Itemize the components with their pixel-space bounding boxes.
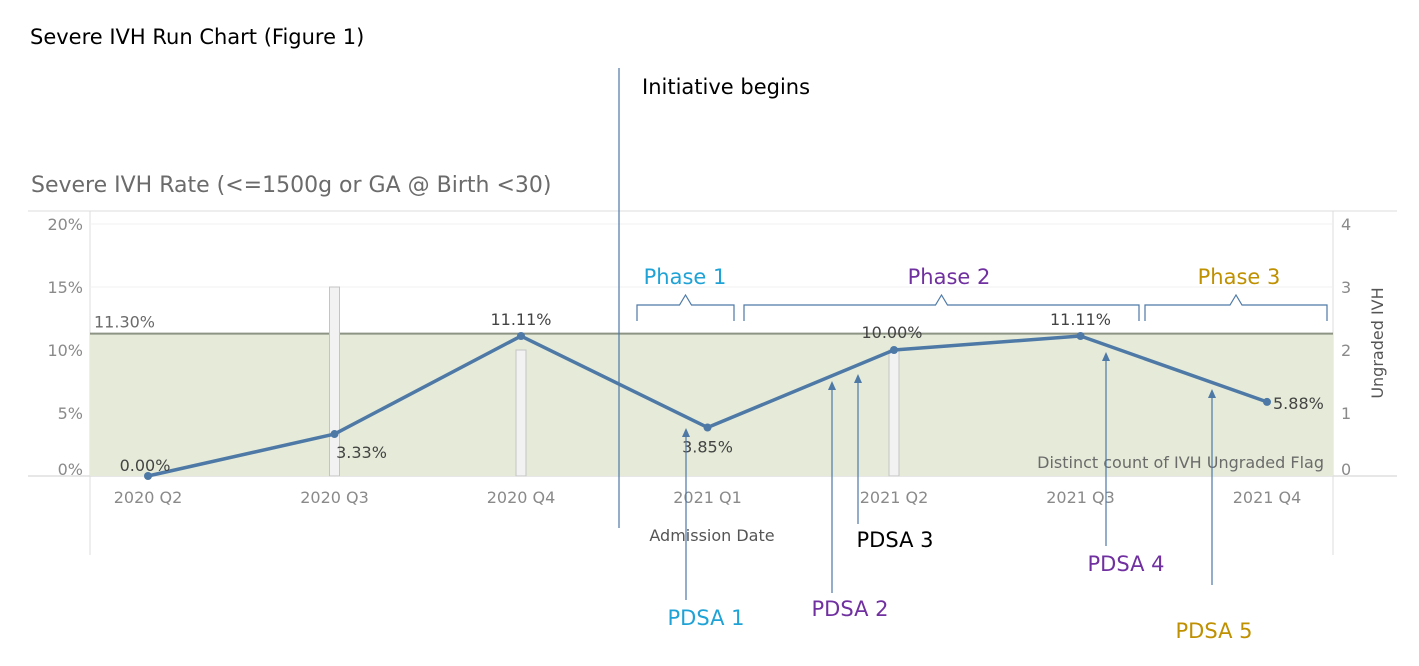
data-label: 11.11% [490,310,551,329]
x-tick-label: 2020 Q4 [487,488,556,507]
ungraded-bar [329,286,340,477]
reference-band [90,333,1333,476]
data-label: 10.00% [861,323,922,342]
phase-brace [636,293,735,321]
pdsa-arrowhead [1102,352,1110,361]
y2-tick-label: 2 [1341,341,1351,360]
pdsa-label: PDSA 1 [668,606,745,630]
data-point [330,430,339,439]
chart-title: Severe IVH Rate (<=1500g or GA @ Birth <… [31,173,551,198]
x-tick-label: 2021 Q3 [1046,488,1115,507]
data-point [890,346,898,354]
x-tick-label: 2021 Q4 [1233,488,1302,507]
phase-brace [743,293,1140,321]
data-label: 5.88% [1273,394,1324,413]
x-tick-label: 2021 Q1 [673,488,742,507]
secondary-measure-label: Distinct count of IVH Ungraded Flag [1037,453,1324,472]
data-label: 3.85% [682,437,733,456]
x-tick-label: 2020 Q3 [300,488,369,507]
pdsa-label: PDSA 3 [857,528,934,552]
x-tick-label: 2020 Q2 [114,488,183,507]
y2-tick-label: 3 [1341,278,1351,297]
pdsa-label: PDSA 4 [1088,552,1165,576]
data-point [1076,332,1085,341]
ungraded-bar [888,349,900,477]
pdsa-arrowhead [828,381,836,390]
phase-label: Phase 3 [1198,265,1281,289]
y2-tick-label: 4 [1341,215,1351,234]
y-tick-label: 15% [47,278,83,297]
y-tick-label: 20% [47,215,83,234]
phase-label: Phase 1 [644,265,727,289]
pdsa-label: PDSA 2 [812,597,889,621]
y2-tick-label: 1 [1341,404,1351,423]
data-point [703,423,712,432]
pdsa-arrowhead [1208,389,1216,398]
plot-area: 11.30% Distinct count of IVH Ungraded Fla… [28,210,1397,555]
figure-title: Severe IVH Run Chart (Figure 1) [30,25,364,49]
x-axis-title: Admission Date [649,526,774,545]
y2-tick-label: 0 [1341,460,1351,479]
phase-brace [1144,293,1328,321]
phase-label: Phase 2 [908,265,991,289]
data-label: 11.11% [1050,310,1111,329]
data-label: 3.33% [336,443,387,462]
reference-line-label: 11.30% [94,313,155,332]
initiative-label: Initiative begins [642,75,810,99]
pdsa-label: PDSA 5 [1176,619,1253,643]
pdsa-arrowhead [682,428,690,437]
data-point [1263,397,1271,406]
y2-axis-title: Ungraded IVH [1368,287,1387,398]
data-point [517,332,525,341]
data-label: 0.00% [120,456,171,475]
y-tick-label: 0% [58,460,83,479]
x-tick-label: 2021 Q2 [860,488,929,507]
pdsa-arrowhead [854,374,862,383]
data-point [144,472,152,480]
ungraded-bar [515,349,527,477]
y-tick-label: 5% [58,404,83,423]
y-tick-label: 10% [47,341,83,360]
